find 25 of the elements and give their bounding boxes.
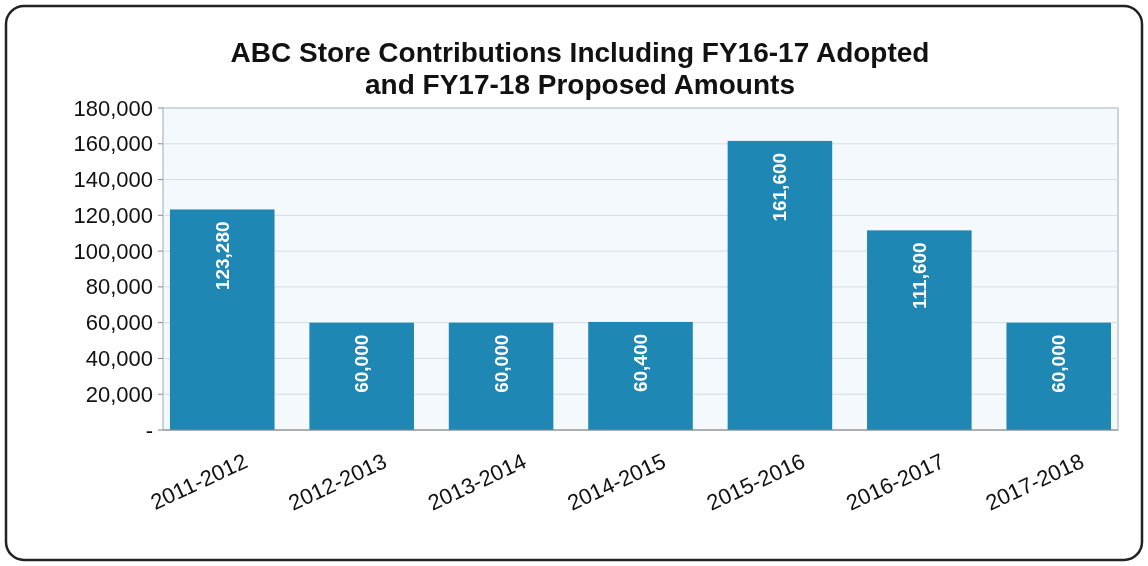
bar [169, 209, 275, 430]
y-tick-label: 80,000 [85, 274, 153, 300]
data-label: 60,000 [1048, 334, 1070, 393]
data-label: 111,600 [908, 242, 930, 309]
data-label: 60,400 [630, 333, 651, 393]
y-tick-label: 60,000 [85, 310, 153, 336]
bar [448, 322, 554, 430]
bar [867, 230, 972, 430]
bar [727, 140, 833, 430]
y-tick-label: 180,000 [73, 95, 153, 121]
y-tick-label: 40,000 [85, 345, 153, 371]
data-label: 60,000 [490, 334, 512, 393]
y-tick-label: 160,000 [73, 131, 153, 157]
y-tick-label: 120,000 [73, 202, 153, 228]
bar [309, 322, 414, 430]
y-tick-label: 140,000 [73, 167, 153, 193]
bar [588, 321, 693, 430]
data-label: 60,000 [351, 334, 373, 393]
y-tick-label: 100,000 [73, 238, 153, 264]
data-label: 161,600 [769, 152, 791, 222]
data-label: 123,280 [211, 221, 233, 291]
bar [1006, 322, 1112, 430]
chart-title: ABC Store Contributions Including FY16-17 Adopted and FY17-18 Proposed Amounts [230, 37, 930, 100]
y-tick-label: - [145, 417, 153, 443]
y-tick-label: 20,000 [85, 381, 153, 407]
